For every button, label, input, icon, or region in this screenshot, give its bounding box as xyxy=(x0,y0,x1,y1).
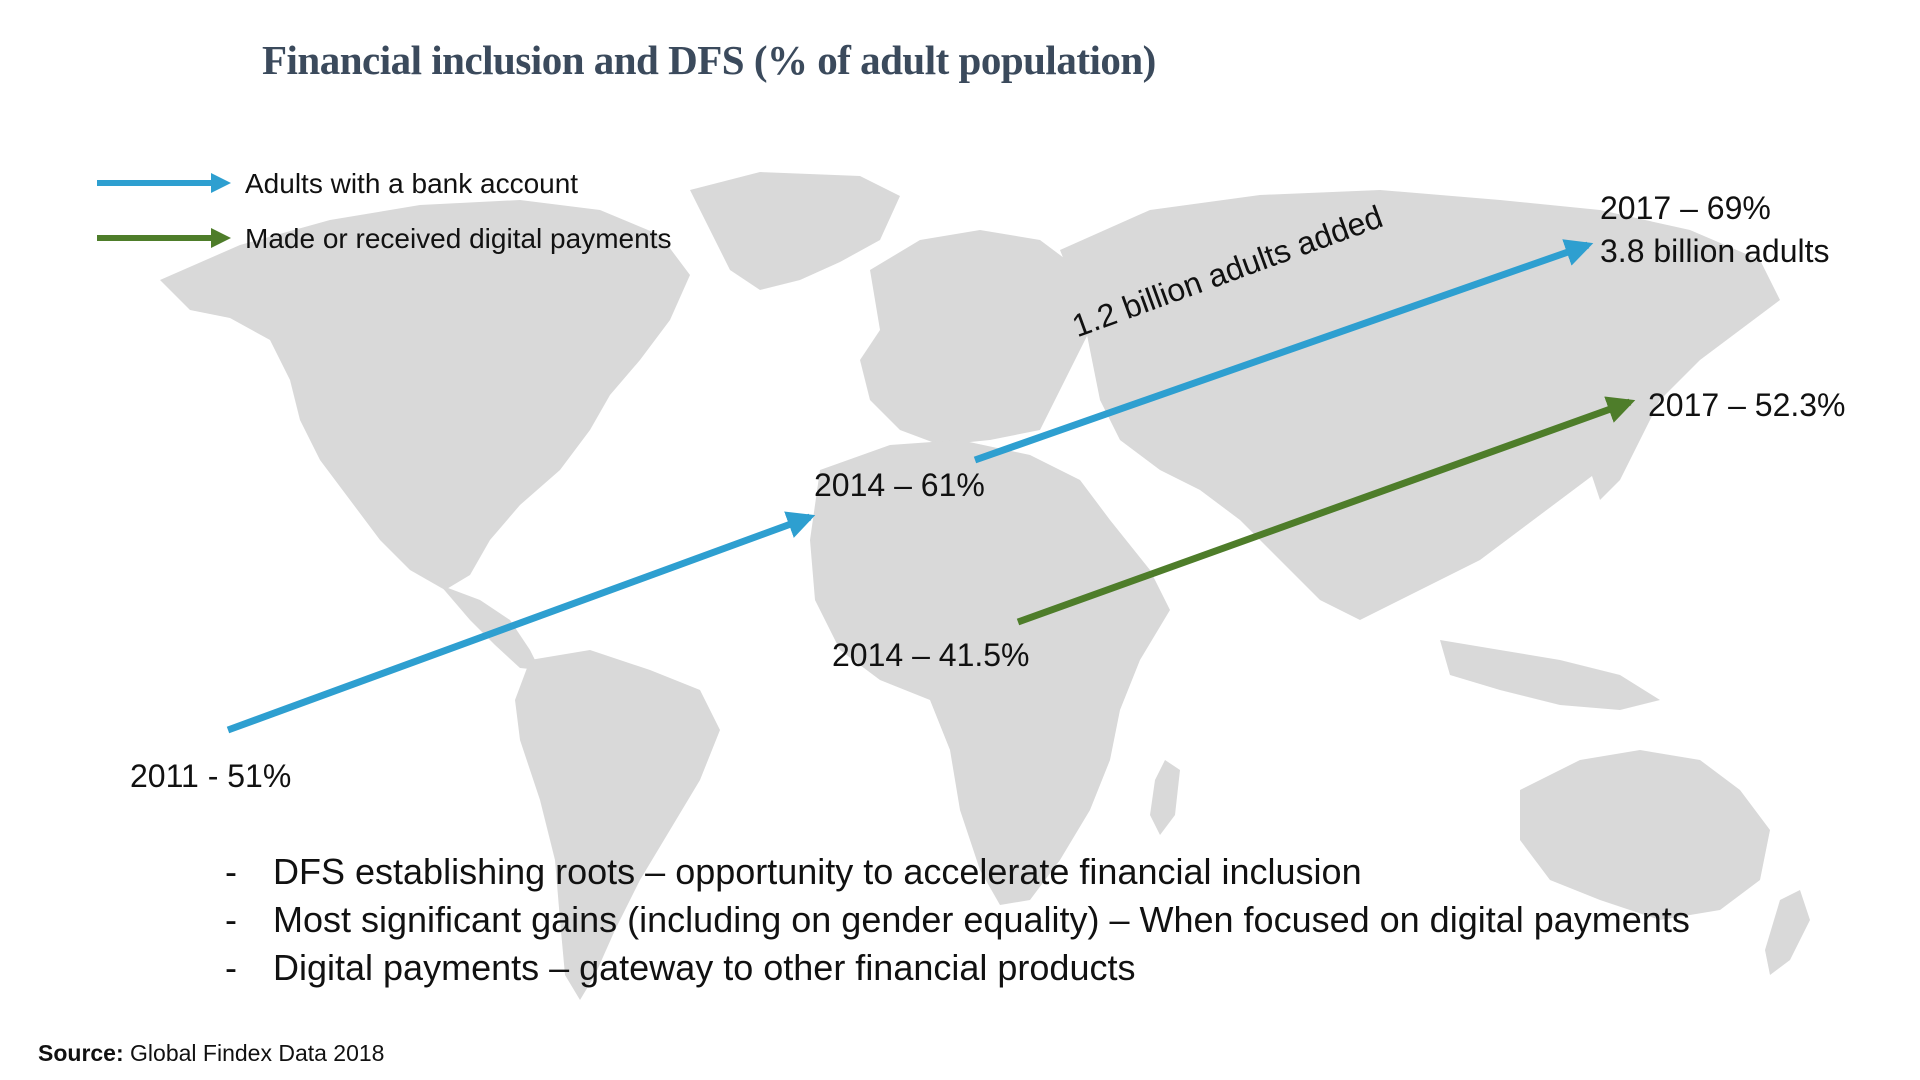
europe-shape xyxy=(860,230,1100,445)
southeast-asia-islands-shape xyxy=(1440,640,1660,710)
japan-shape xyxy=(1590,410,1640,500)
africa-shape xyxy=(810,440,1170,905)
label-bank-2011: 2011 - 51% xyxy=(130,758,292,794)
australia-shape xyxy=(1520,750,1770,920)
south-america-shape xyxy=(515,650,720,1000)
legend-label: Adults with a bank account xyxy=(245,168,579,199)
label-bank-2017-adults: 3.8 billion adults xyxy=(1600,233,1830,269)
bank-arrow-2014-2017 xyxy=(973,239,1594,464)
list-item: - Most significant gains (including on ge… xyxy=(225,899,1690,940)
bank-arrow-2011-2014 xyxy=(226,511,816,734)
label-digital-payments-2017: 2017 – 52.3% xyxy=(1648,387,1846,423)
asia-shape xyxy=(1060,190,1780,620)
green-arrow-icon xyxy=(97,228,231,248)
greenland-shape xyxy=(690,172,900,290)
madagascar-shape xyxy=(1150,760,1180,835)
source-text: Global Findex Data 2018 xyxy=(130,1040,385,1066)
label-bank-2017-percent: 2017 – 69% xyxy=(1600,190,1771,226)
page-title: Financial inclusion and DFS (% of adult … xyxy=(262,37,1156,83)
list-item: - Digital payments – gateway to other fin… xyxy=(225,947,1136,988)
label-digital-payments-2014: 2014 – 41.5% xyxy=(832,637,1030,673)
list-item: - DFS establishing roots – opportunity to… xyxy=(225,851,1362,892)
world-map xyxy=(160,172,1810,1000)
legend-label: Made or received digital payments xyxy=(245,223,672,254)
source-note: Source: Global Findex Data 2018 xyxy=(38,1040,384,1067)
new-zealand-shape xyxy=(1765,890,1810,975)
digital-payments-arrow-2014-2017 xyxy=(1016,396,1636,626)
north-america-shape xyxy=(160,200,690,590)
key-points-list: - DFS establishing roots – opportunity to… xyxy=(225,848,1690,992)
blue-arrow-icon xyxy=(97,173,231,193)
central-america-shape xyxy=(440,585,540,670)
label-bank-2014: 2014 – 61% xyxy=(814,467,985,503)
source-label: Source: xyxy=(38,1040,124,1066)
